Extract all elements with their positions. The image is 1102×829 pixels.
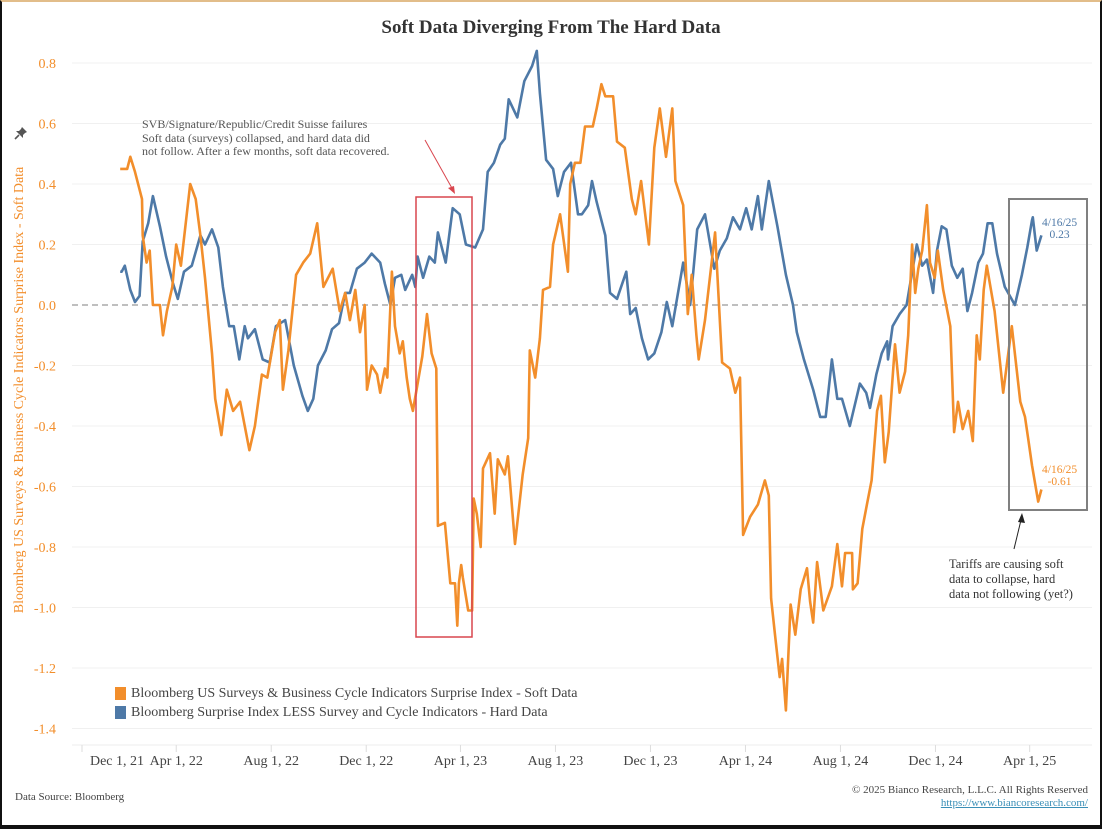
y-tick-label: -1.4 — [34, 723, 56, 738]
y-axis-ticks: 0.8 0.6 0.4 0.2 0.0 -0.2 -0.4 -0.6 -0.8 -1.0 -1.2 -… — [34, 57, 56, 738]
x-tick-label: Dec 1, 22 — [339, 754, 393, 769]
y-tick-label: 0.0 — [39, 299, 57, 314]
x-tick-label: Apr 1, 23 — [434, 754, 487, 769]
pushpin-icon[interactable] — [13, 125, 29, 141]
legend: Bloomberg US Surveys & Business Cycle In… — [115, 684, 578, 722]
x-tick-label: Dec 1, 23 — [623, 754, 677, 769]
x-tick-label: Aug 1, 24 — [813, 754, 869, 769]
y-tick-label: 0.8 — [39, 57, 57, 72]
copyright-text: © 2025 Bianco Research, L.L.C. All Right… — [852, 784, 1088, 796]
x-tick-label: Apr 1, 24 — [719, 754, 772, 769]
y-tick-label: 0.2 — [39, 239, 57, 254]
hard-end-label: 4/16/25 0.23 — [1042, 217, 1077, 241]
legend-swatch-soft — [115, 687, 126, 700]
chart-title: Soft Data Diverging From The Hard Data — [381, 17, 721, 38]
soft-end-value: -0.61 — [1047, 476, 1072, 488]
tariff-annotation: Tariffs are causing soft data to collaps… — [949, 557, 1073, 602]
gridlines — [72, 62, 1092, 746]
x-tick-label: Dec 1, 24 — [908, 754, 962, 769]
y-tick-label: 0.4 — [39, 178, 57, 193]
legend-item-soft[interactable]: Bloomberg US Surveys & Business Cycle In… — [115, 684, 578, 703]
x-tick-label: Dec 1, 21 — [90, 754, 144, 769]
tariff-annotation-line: data to collapse, hard — [949, 572, 1056, 586]
svb-annotation-line: not follow. After a few months, soft dat… — [142, 144, 390, 158]
svb-arrow — [424, 139, 454, 191]
svb-highlight-box — [415, 196, 473, 638]
tariff-annotation-line: Tariffs are causing soft — [949, 557, 1064, 571]
tariff-highlight-box — [1008, 198, 1088, 511]
y-tick-label: -1.2 — [34, 662, 56, 677]
legend-item-hard[interactable]: Bloomberg Surprise Index LESS Survey and… — [115, 703, 578, 722]
hard-end-date: 4/16/25 — [1042, 217, 1078, 229]
soft-data-line — [120, 82, 1043, 712]
svb-annotation-line: Soft data (surveys) collapsed, and hard … — [142, 130, 370, 145]
tariff-arrow-head — [1018, 513, 1025, 523]
series-lines — [120, 49, 1043, 712]
y-tick-label: -0.8 — [34, 541, 56, 556]
x-tick-label: Apr 1, 22 — [150, 754, 203, 769]
y-tick-label: -0.6 — [34, 481, 56, 496]
svb-arrow-head — [448, 186, 455, 194]
y-tick-label: -0.4 — [34, 420, 56, 435]
x-tick-label: Apr 1, 25 — [1003, 754, 1056, 769]
y-tick-label: -1.0 — [34, 602, 56, 617]
tariff-arrow — [1013, 519, 1022, 550]
y-tick-label: -0.2 — [34, 360, 56, 375]
x-tick-label: Aug 1, 23 — [528, 754, 584, 769]
svb-annotation: SVB/Signature/Republic/Credit Suisse fai… — [142, 117, 390, 159]
website-link[interactable]: https://www.biancoresearch.com/ — [940, 797, 1088, 809]
legend-swatch-hard — [115, 706, 126, 719]
svb-annotation-line: SVB/Signature/Republic/Credit Suisse fai… — [142, 117, 368, 131]
x-tick-label: Aug 1, 22 — [243, 754, 299, 769]
legend-label-soft: Bloomberg US Surveys & Business Cycle In… — [131, 685, 578, 701]
x-axis-ticks: Dec 1, 21 Apr 1, 22 Aug 1, 22 Dec 1, 22 Apr … — [81, 745, 1056, 769]
tariff-annotation-line: data not following (yet?) — [949, 587, 1073, 601]
soft-end-date: 4/16/25 — [1042, 464, 1078, 476]
data-source: Data Source: Bloomberg — [15, 791, 125, 803]
copyright-block: © 2025 Bianco Research, L.L.C. All Right… — [852, 784, 1088, 810]
hard-data-line — [120, 49, 1043, 428]
hard-end-value: 0.23 — [1049, 229, 1070, 241]
soft-end-label: 4/16/25 -0.61 — [1042, 464, 1077, 488]
legend-label-hard: Bloomberg Surprise Index LESS Survey and… — [131, 704, 548, 720]
y-tick-label: 0.6 — [39, 118, 57, 133]
